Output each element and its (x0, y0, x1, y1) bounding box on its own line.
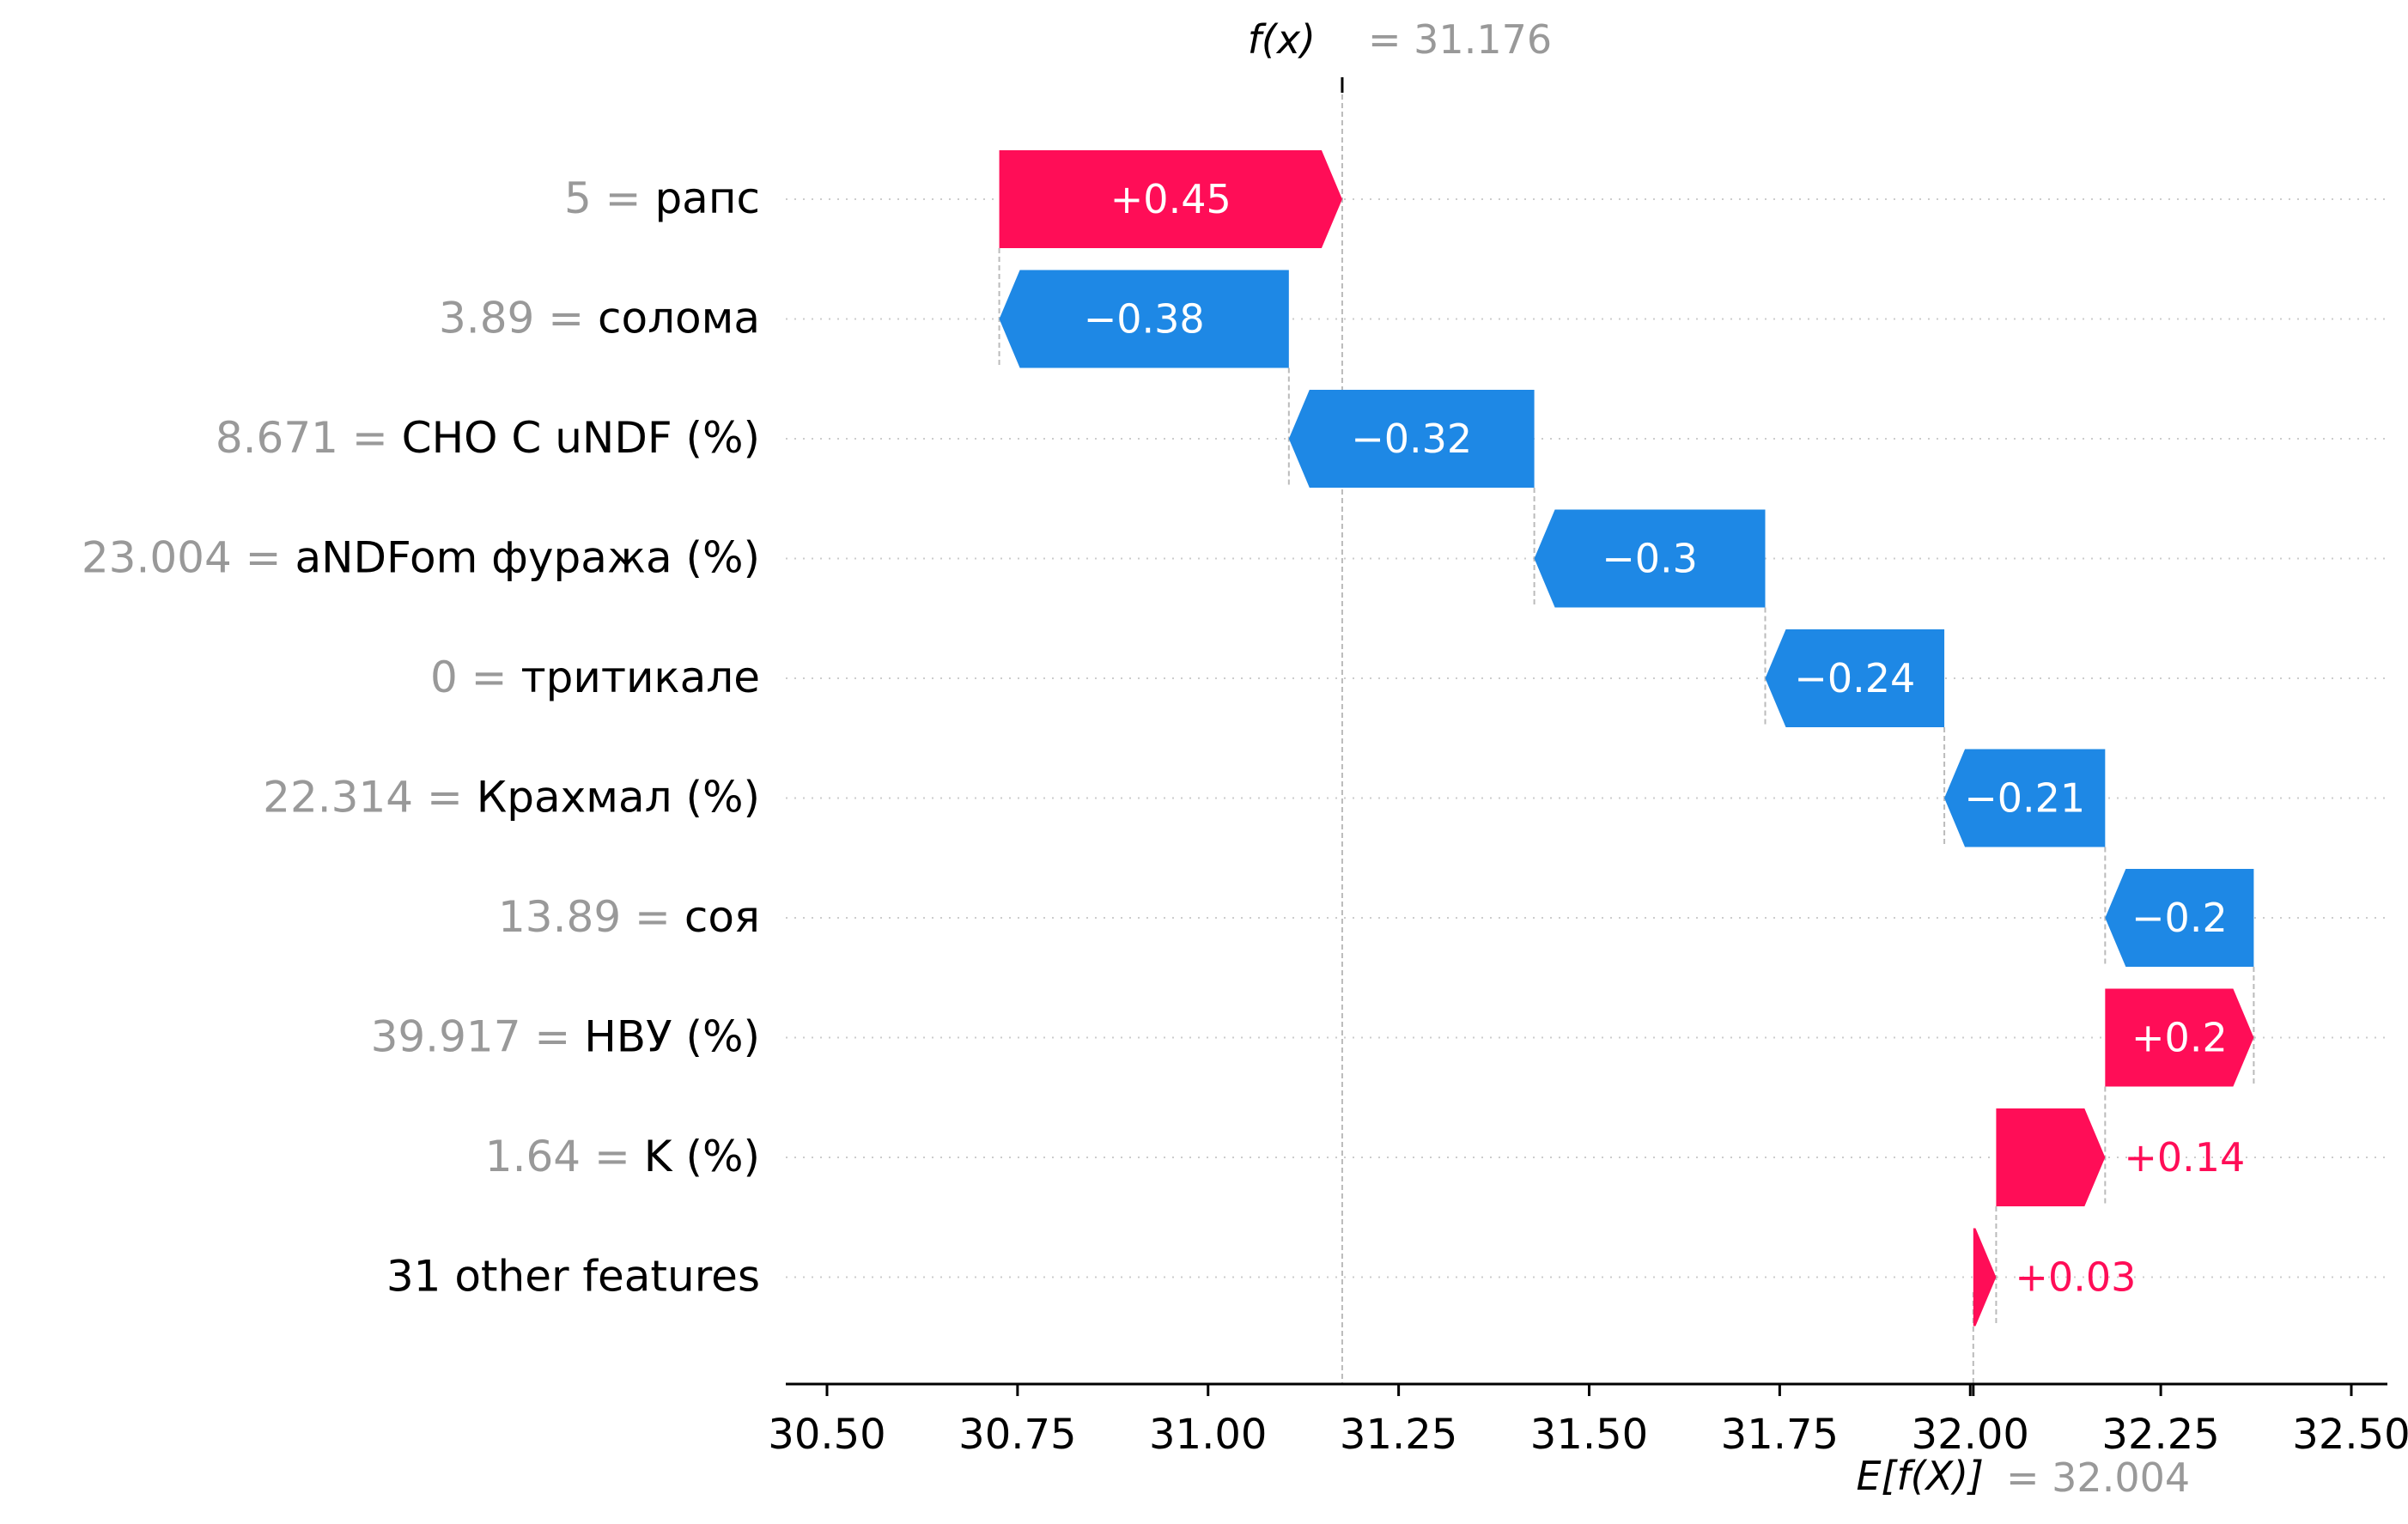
contribution-label: +0.2 (2131, 1015, 2228, 1061)
x-tick-label: 32.25 (2101, 1411, 2219, 1459)
x-tick-label: 31.50 (1530, 1411, 1648, 1459)
feature-value: 0 = (430, 653, 521, 702)
feature-name: тритикале (520, 653, 760, 702)
feature-value: 39.917 = (371, 1012, 585, 1062)
ex-value: = 32.004 (2006, 1454, 2190, 1501)
contribution-label: −0.2 (2131, 895, 2228, 941)
contribution-label: −0.24 (1794, 655, 1915, 701)
x-tick-label: 31.75 (1721, 1411, 1839, 1459)
feature-value: 22.314 = (263, 773, 477, 823)
x-tick-label: 32.00 (1912, 1411, 2029, 1459)
feature-label: 1.64 = K (%) (485, 1132, 760, 1181)
bar-positive (2105, 988, 2254, 1087)
feature-label: 0 = тритикале (430, 653, 760, 702)
feature-value: 13.89 = (498, 892, 684, 942)
bar-negative (1534, 509, 1766, 608)
fx-value: = 31.176 (1368, 16, 1552, 63)
feature-label: 13.89 = соя (498, 892, 760, 942)
feature-value: 23.004 = (82, 533, 295, 583)
ex-label: E[f(X)] (1856, 1453, 1984, 1499)
reference-lines (998, 77, 2255, 1384)
x-tick-label: 30.50 (768, 1411, 885, 1459)
contribution-label: −0.21 (1964, 775, 2085, 822)
contribution-label: +0.45 (1110, 176, 1231, 222)
bar-positive (1996, 1108, 2106, 1206)
feature-value: 1.64 = (485, 1132, 644, 1181)
bar-negative (1288, 390, 1535, 488)
feature-label: 22.314 = Крахмал (%) (263, 773, 760, 823)
feature-value: 5 = (564, 173, 655, 223)
feature-label: 5 = рапс (564, 173, 760, 223)
fx-annotation: f(x) = 31.176 (1248, 16, 1552, 93)
bars: +0.45 −0.38 −0.32 −0.3 −0.24 −0.21 −0.2 +0.2 +0.… (999, 150, 2254, 1327)
feature-name: K (%) (644, 1132, 760, 1181)
bar-negative (1765, 629, 1945, 727)
feature-label: 3.89 = солома (439, 294, 760, 343)
feature-name: CHO C uNDF (%) (402, 413, 760, 463)
contribution-label: −0.3 (1602, 536, 1698, 582)
feature-name: солома (598, 294, 760, 343)
bar-positive (999, 150, 1342, 248)
x-tick-label: 31.25 (1340, 1411, 1457, 1459)
feature-value: 3.89 = (439, 294, 598, 343)
feature-name: 31 other features (386, 1252, 760, 1302)
contribution-label: −0.32 (1351, 416, 1472, 462)
feature-name: Крахмал (%) (477, 773, 760, 823)
feature-label: 39.917 = НВУ (%) (371, 1012, 760, 1062)
feature-name: aNDFom фуража (%) (295, 533, 760, 583)
bar-negative (1944, 749, 2106, 847)
feature-label: 31 other features (386, 1252, 760, 1302)
feature-value: 8.671 = (216, 413, 402, 463)
feature-label: 8.671 = CHO C uNDF (%) (216, 413, 760, 463)
fx-label: f(x) (1248, 16, 1316, 63)
x-tick-label: 30.75 (958, 1411, 1076, 1459)
feature-name: рапс (654, 173, 760, 223)
x-tick-label: 32.50 (2292, 1411, 2408, 1459)
feature-labels: 5 = рапс 3.89 = солома 8.671 = CHO C uNDF … (82, 173, 760, 1302)
feature-label: 23.004 = aNDFom фуража (%) (82, 533, 760, 583)
contribution-label: +0.14 (2124, 1134, 2245, 1181)
bar-negative (999, 270, 1289, 368)
feature-name: соя (684, 892, 760, 942)
contribution-label: −0.38 (1084, 296, 1205, 343)
contribution-label: +0.03 (2015, 1254, 2136, 1301)
x-tick-label: 31.00 (1149, 1411, 1267, 1459)
feature-name: НВУ (%) (584, 1012, 760, 1062)
expected-value-annotation: E[f(X)] = 32.004 (1856, 1384, 2190, 1501)
bar-negative (2105, 869, 2254, 967)
bar-positive (1973, 1228, 1997, 1327)
x-axis: 30.50 30.75 31.00 31.25 31.50 31.75 32.00 32.25… (768, 1382, 2408, 1459)
